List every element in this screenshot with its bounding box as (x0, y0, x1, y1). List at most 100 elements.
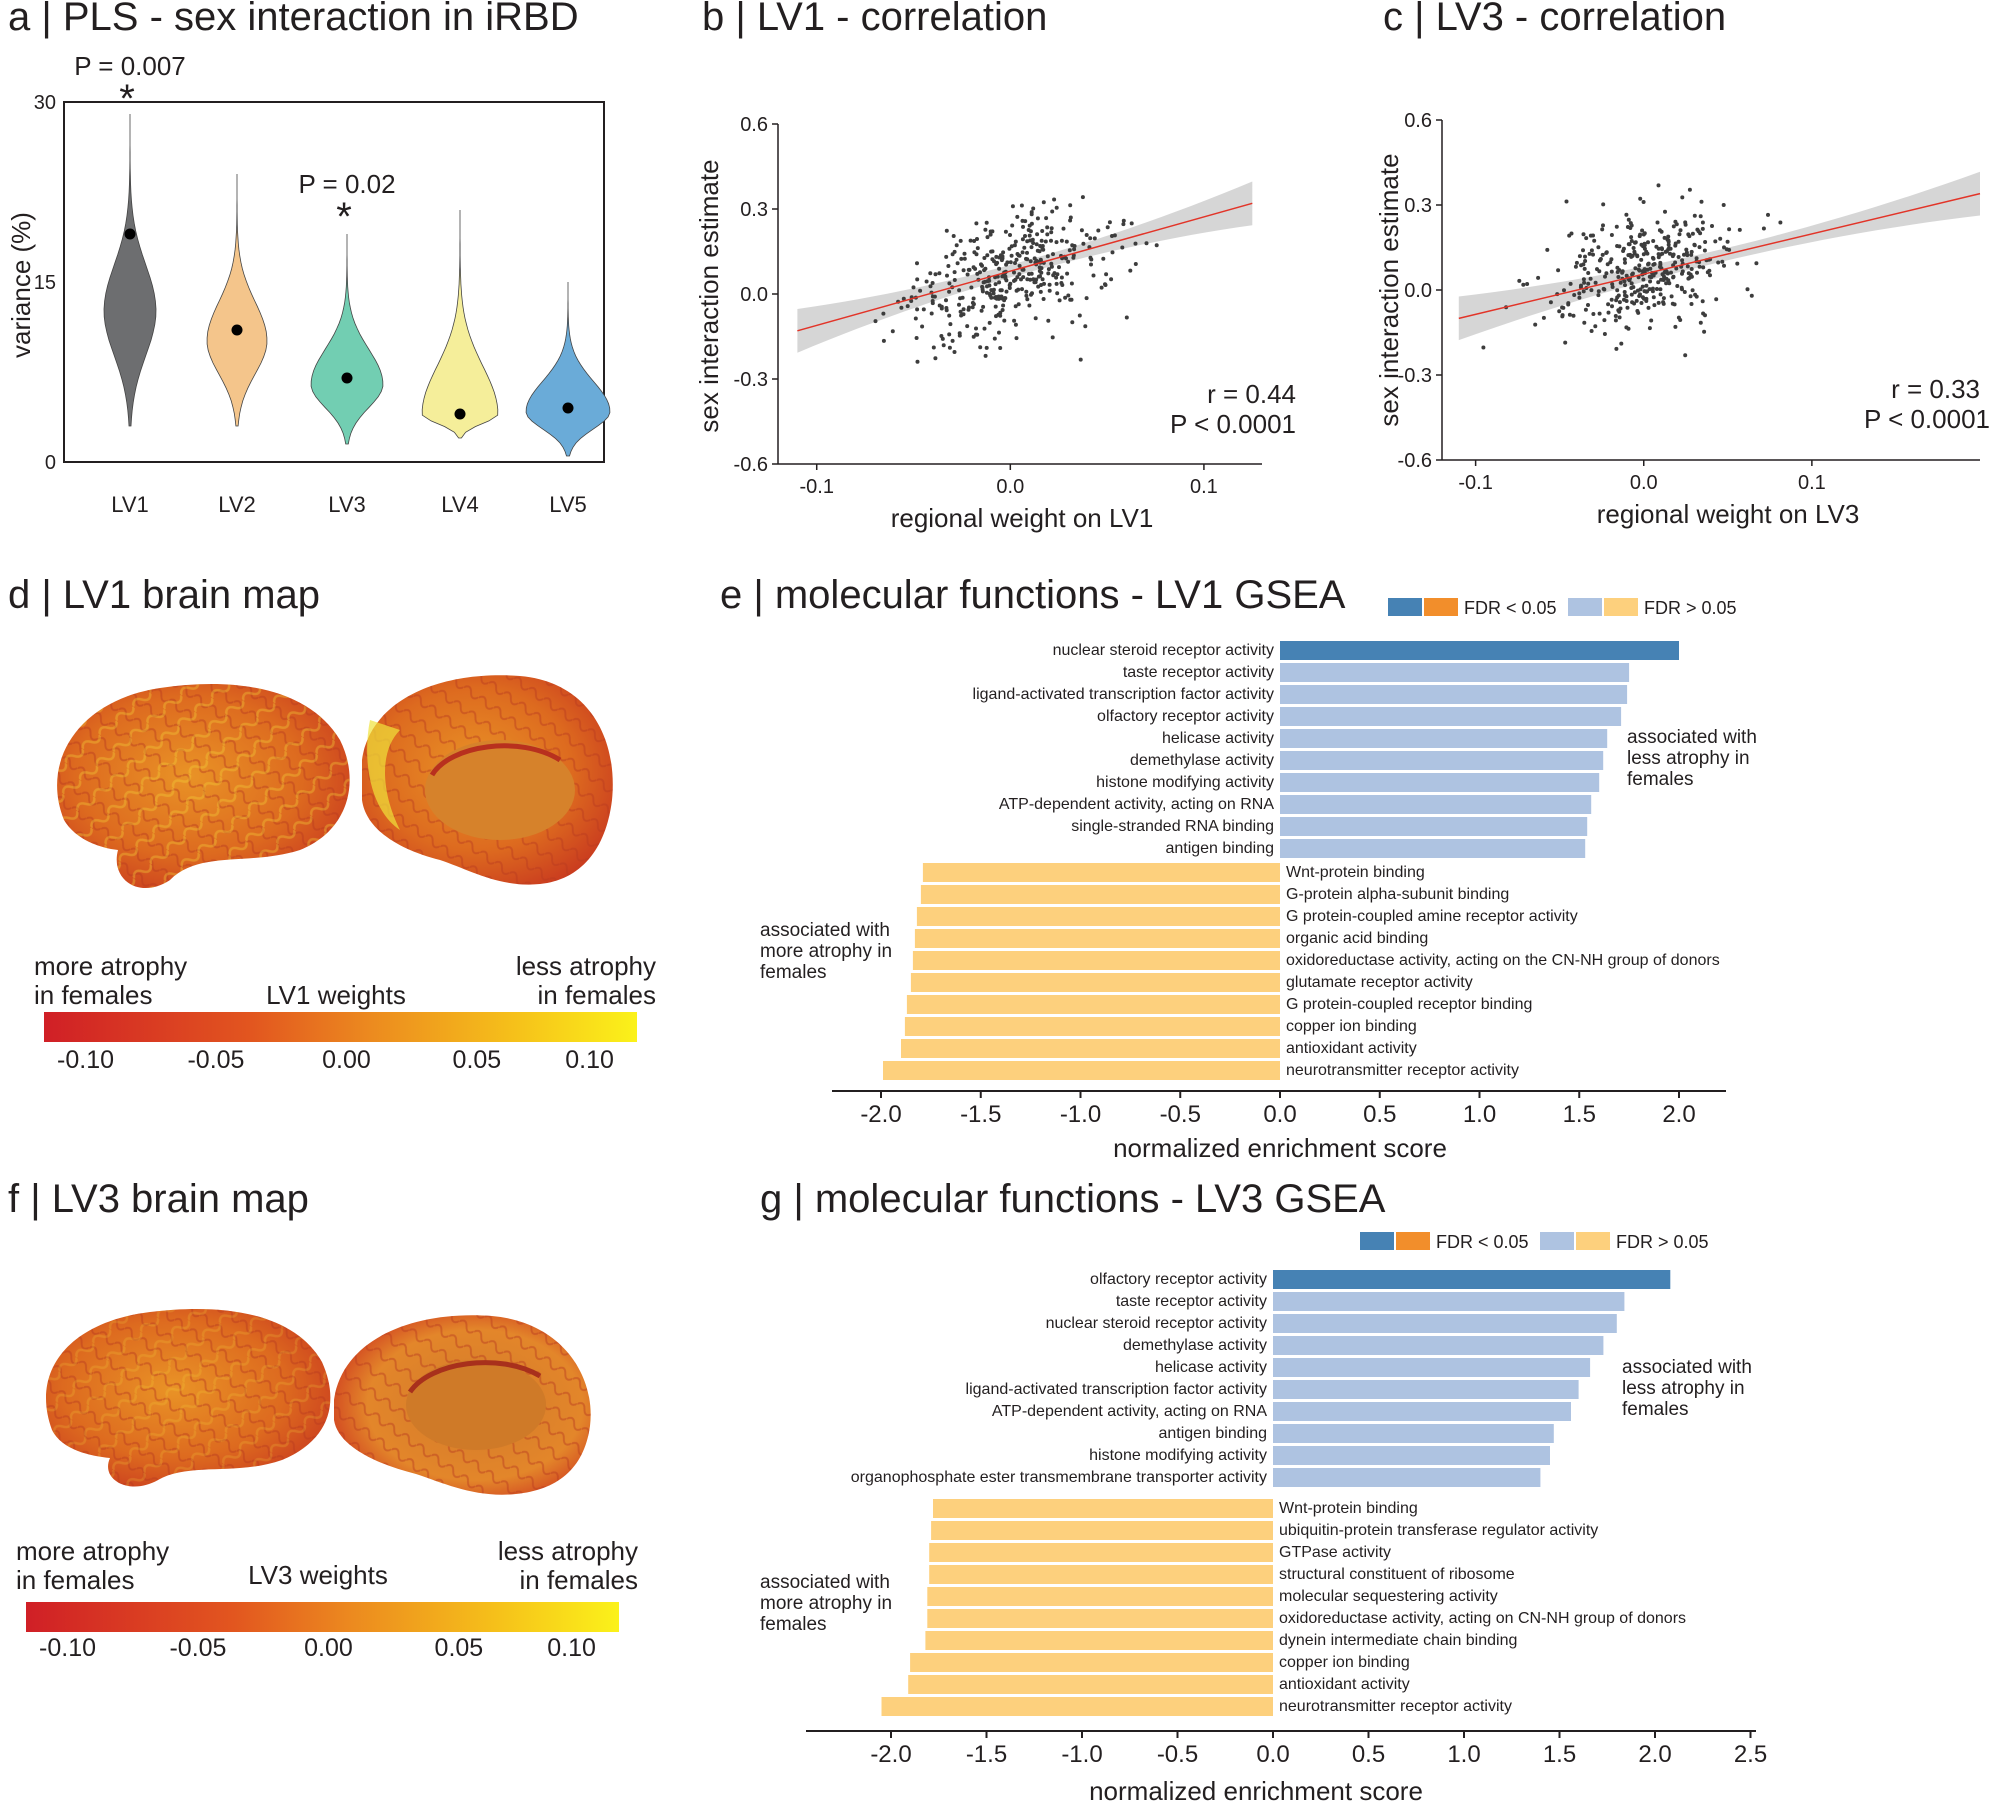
data-point (1696, 229, 1701, 234)
data-point (1081, 241, 1086, 246)
data-point (1020, 218, 1025, 223)
data-point (1632, 290, 1637, 295)
data-point (1657, 228, 1662, 233)
term-label: copper ion binding (1279, 1654, 1410, 1671)
data-point (1057, 265, 1061, 270)
data-point (1583, 254, 1587, 259)
data-point (1602, 332, 1607, 336)
data-point (1701, 265, 1706, 270)
data-point (1020, 250, 1025, 255)
data-point (1656, 252, 1661, 257)
data-point (1680, 271, 1684, 276)
data-point (932, 294, 937, 299)
bar-negative (929, 1543, 1273, 1562)
data-point (952, 278, 957, 282)
data-point (918, 288, 923, 293)
term-label: ATP-dependent activity, acting on RNA (992, 1403, 1267, 1420)
panel-a-violins (103, 114, 611, 457)
data-point (928, 284, 933, 289)
data-point (1581, 232, 1586, 237)
data-point (1567, 312, 1572, 317)
data-point (1651, 295, 1656, 300)
panel-b-points (873, 195, 1159, 364)
legend-swatch-sig-neg (1424, 598, 1458, 616)
data-point (992, 336, 997, 341)
term-label: neurotransmitter receptor activity (1286, 1062, 1519, 1079)
lv3-left-label-1: more atrophy (16, 1536, 169, 1566)
panel-d: d | LV1 brain map more atrophy in female… (8, 573, 656, 1074)
data-point (1617, 300, 1622, 305)
data-point (980, 263, 984, 268)
data-point (944, 298, 948, 303)
data-point (961, 268, 966, 273)
data-point (1618, 280, 1623, 285)
data-point (1680, 258, 1685, 263)
data-point (915, 261, 919, 266)
violin-lv4 (421, 210, 499, 439)
data-point (1626, 242, 1631, 247)
bar-negative (920, 885, 1280, 904)
data-point (1642, 296, 1646, 301)
e-xtick: -2.0 (860, 1101, 901, 1128)
data-point (1025, 239, 1030, 244)
data-point (1635, 254, 1640, 259)
data-point (1656, 183, 1661, 188)
data-point (1655, 220, 1660, 225)
data-point (1662, 235, 1667, 240)
data-point (1000, 308, 1005, 312)
e-xtick: -1.5 (960, 1101, 1001, 1128)
data-point (975, 237, 979, 241)
data-point (1641, 277, 1646, 282)
data-point (1721, 203, 1726, 207)
panel-b-ytick: 0.3 (740, 199, 768, 221)
data-point (1582, 280, 1587, 285)
data-point (931, 345, 936, 350)
data-point (1629, 292, 1634, 297)
data-point (1652, 303, 1657, 308)
data-point (1025, 297, 1030, 302)
data-point (1088, 236, 1093, 241)
data-point (981, 304, 986, 309)
data-point (1577, 295, 1582, 300)
data-point (909, 299, 914, 303)
data-point (1766, 212, 1770, 217)
data-point (1533, 322, 1538, 327)
data-point (1678, 318, 1683, 322)
data-point (1017, 263, 1022, 268)
panel-c-fit-line (1458, 192, 1981, 320)
data-point (1104, 272, 1109, 277)
data-point (1079, 228, 1084, 233)
data-point (1541, 315, 1546, 320)
data-point (984, 220, 989, 225)
data-point (1600, 227, 1605, 232)
lv1-colorbar-tick: 0.00 (322, 1046, 371, 1074)
data-point (1690, 288, 1695, 293)
panel-a-ytick: 30 (34, 92, 56, 114)
data-point (944, 228, 949, 233)
data-point (1685, 253, 1690, 258)
data-point (1596, 293, 1601, 298)
data-point (1708, 273, 1712, 278)
data-point (947, 313, 952, 318)
data-point (1581, 277, 1586, 282)
data-point (899, 305, 904, 310)
data-point (1641, 252, 1646, 257)
data-point (1047, 288, 1052, 293)
term-label: glutamate receptor activity (1286, 974, 1473, 991)
data-point (971, 296, 976, 301)
data-point (1634, 298, 1639, 303)
data-point (1677, 232, 1682, 237)
term-label: taste receptor activity (1116, 1293, 1267, 1310)
data-point (974, 326, 978, 331)
term-label: GTPase activity (1279, 1544, 1391, 1561)
panel-e-neg-annot-3: females (760, 962, 827, 983)
data-point (937, 271, 942, 276)
data-point (1700, 220, 1705, 225)
e-xtick: 2.0 (1662, 1101, 1695, 1128)
data-point (1078, 357, 1083, 362)
bar-negative (931, 1521, 1273, 1540)
data-point (1609, 269, 1614, 274)
data-point (1629, 281, 1634, 286)
data-point (1061, 226, 1066, 231)
panel-b-ytick: -0.6 (734, 454, 768, 476)
